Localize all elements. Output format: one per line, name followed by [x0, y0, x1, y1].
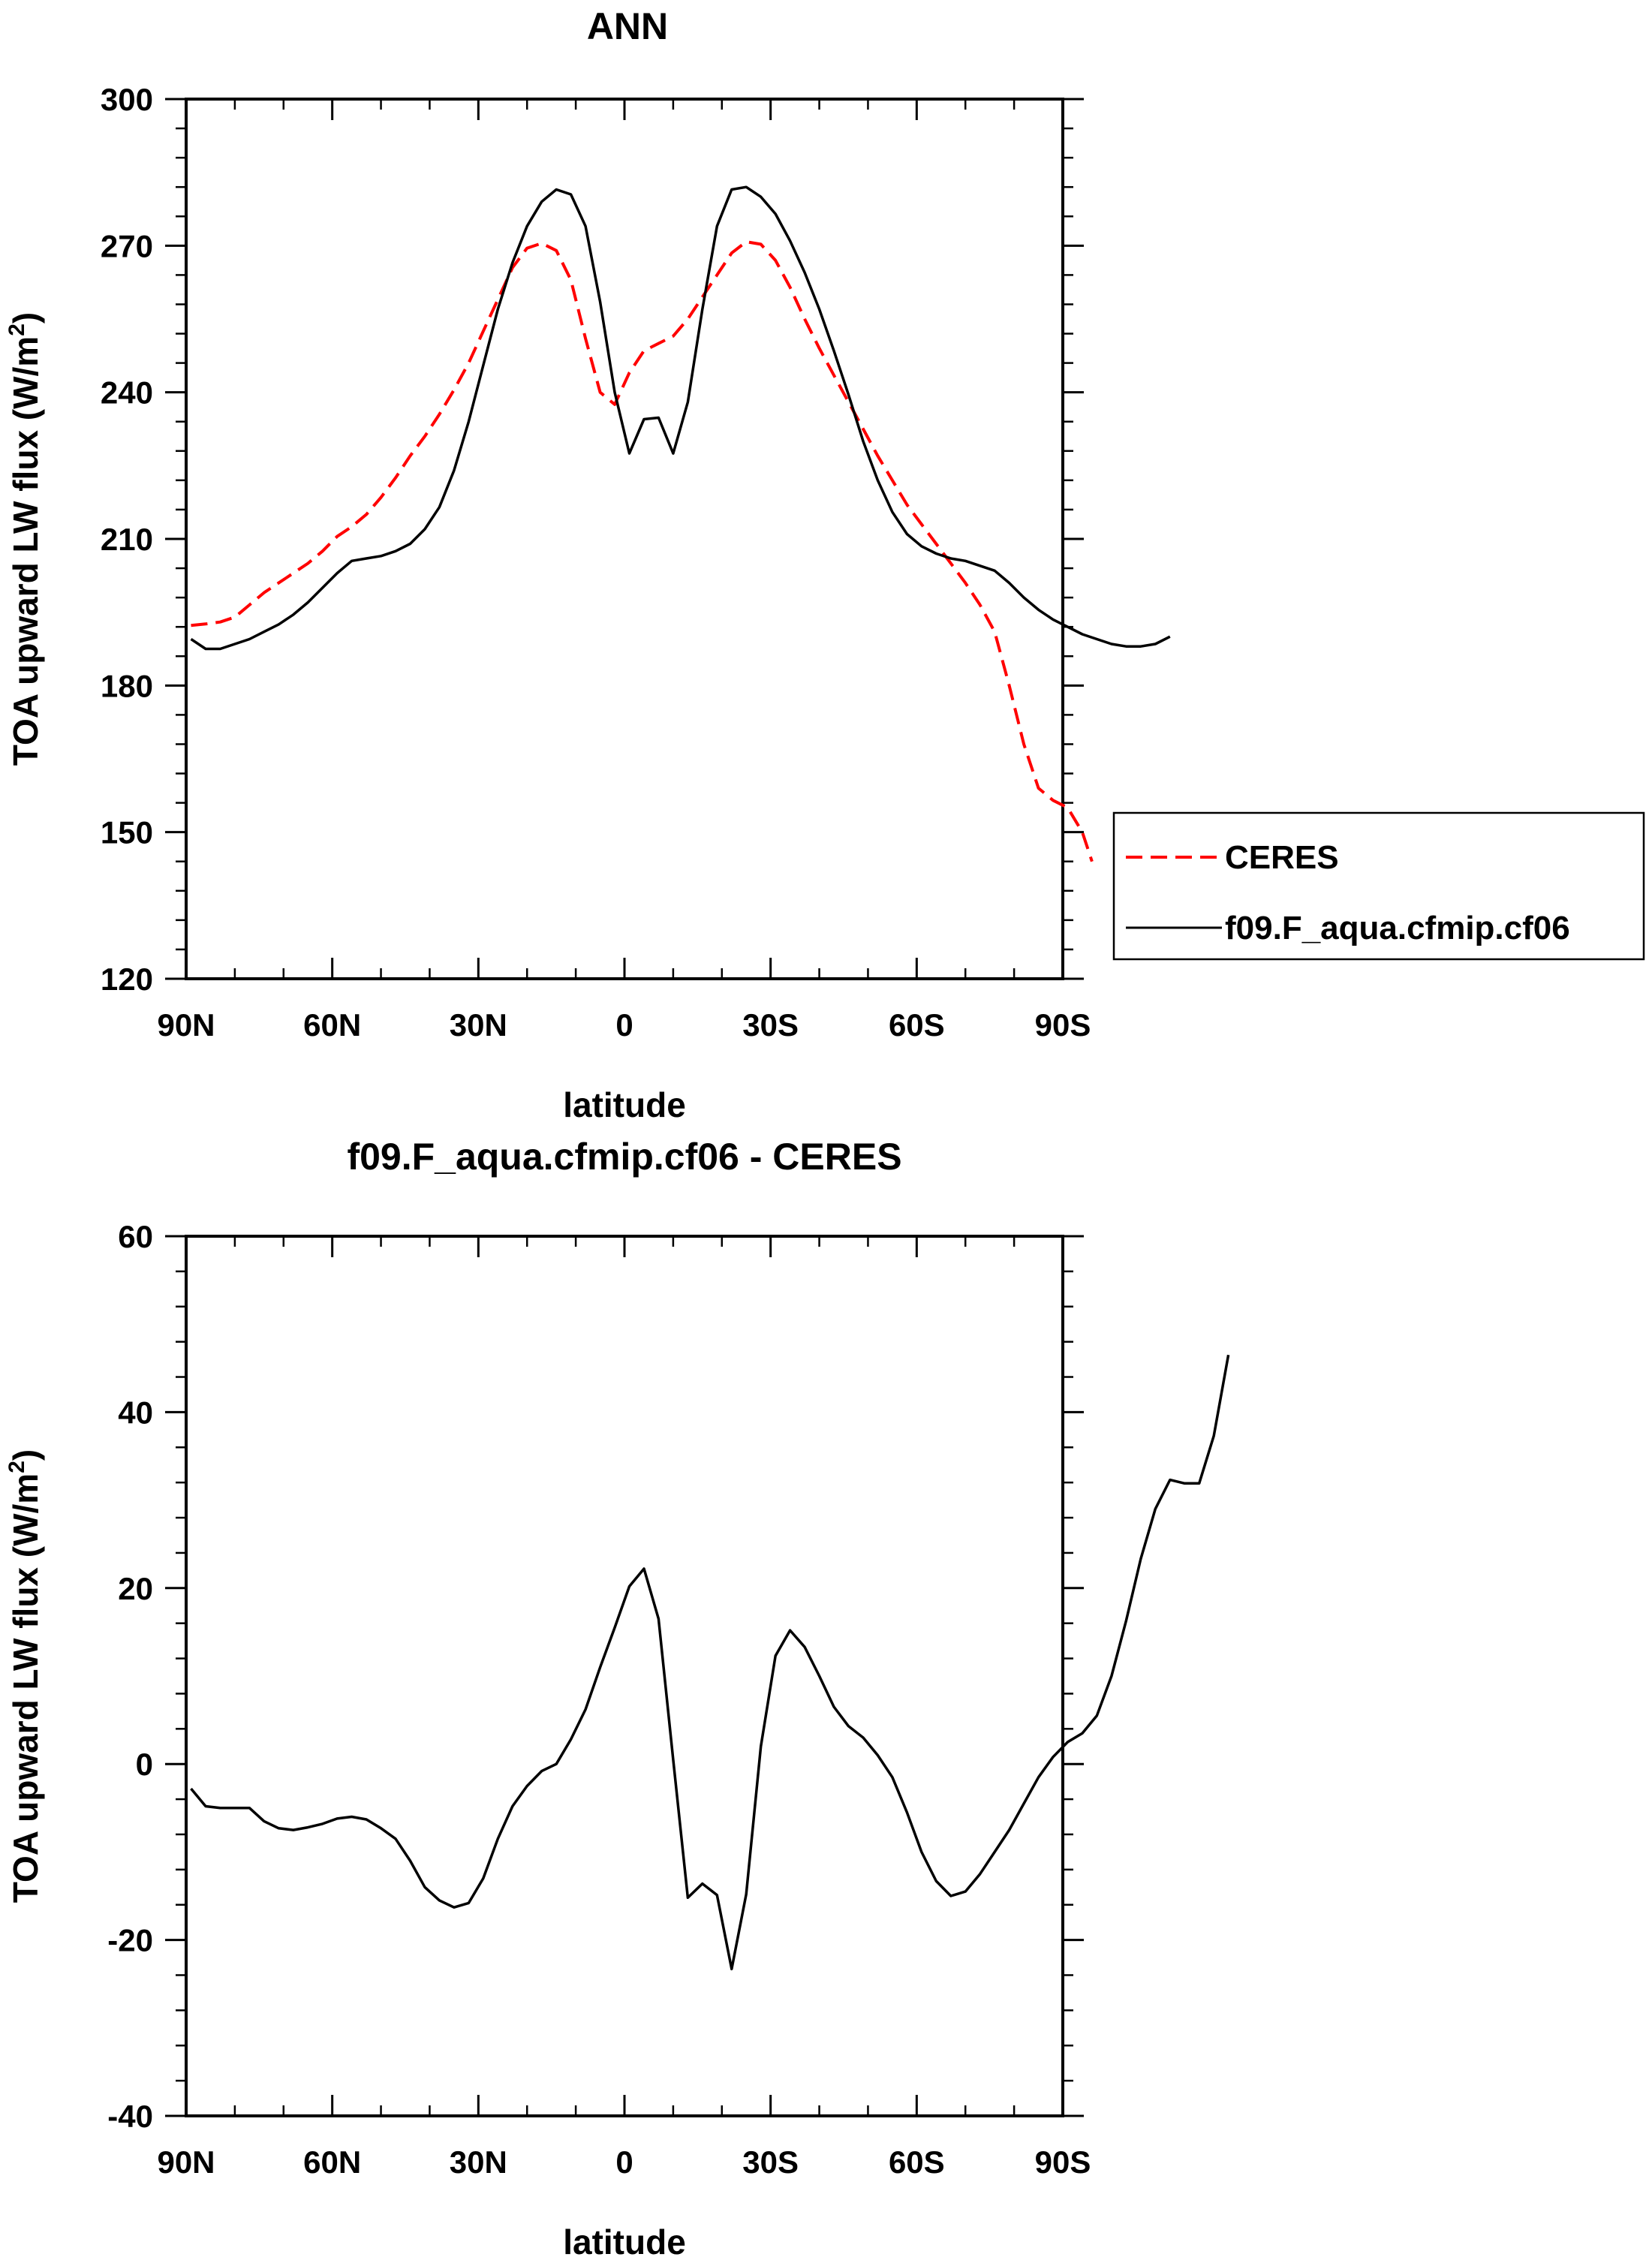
- x-tick-labels: 90N 60N 30N 0 30S 60S 90S: [157, 1007, 1091, 1043]
- chart-ann: ANN 120 150 180 210 240 270 300 90N 60N 30N 0 30S 6…: [5, 5, 1645, 1124]
- y-axis-label-main: TOA upward LW flux (W/m: [6, 1473, 45, 1903]
- y-tick-label: 40: [118, 1395, 153, 1430]
- x-tick-label: 30S: [742, 2144, 799, 2180]
- y-axis-label: TOA upward LW flux (W/m2): [5, 1449, 45, 1903]
- y-tick-label: 300: [101, 82, 153, 117]
- y-tick-label: 150: [101, 815, 153, 850]
- y-tick-label: 120: [101, 961, 153, 997]
- y-tick-label: 240: [101, 375, 153, 411]
- tick-marks: [165, 98, 1084, 980]
- x-tick-label: 60N: [303, 2144, 361, 2180]
- x-tick-label: 30N: [450, 2144, 507, 2180]
- x-tick-label: 30S: [742, 1007, 799, 1043]
- chart-difference: f09.F_aqua.cfmip.cf06 - CERES -40-200204…: [5, 1136, 1230, 2260]
- y-tick-label: 60: [118, 1219, 153, 1254]
- y-axis-label: TOA upward LW flux (W/m2): [5, 312, 45, 766]
- y-tick-label: 210: [101, 522, 153, 557]
- y-axis-label-sup: 2: [5, 1461, 29, 1473]
- series-line-f09-f-aqua-cfmip-cf06: [190, 185, 1171, 651]
- y-tick-labels: 120 150 180 210 240 270 300: [101, 82, 153, 997]
- chart-title: ANN: [587, 5, 668, 47]
- series-lines: [190, 185, 1171, 862]
- series-line-ceres: [191, 240, 1094, 862]
- y-axis-label-sup: 2: [5, 324, 29, 336]
- x-axis-label: latitude: [563, 1085, 686, 1124]
- chart-title: f09.F_aqua.cfmip.cf06 - CERES: [347, 1136, 901, 1178]
- x-tick-label: 90S: [1035, 1007, 1091, 1043]
- series-lines: [190, 1354, 1230, 1971]
- y-tick-label: -20: [107, 1923, 153, 1958]
- series-line-f09-f-aqua-cfmip-cf06-ceres: [190, 1354, 1230, 1971]
- x-tick-label: 60S: [889, 2144, 945, 2180]
- y-axis-label-close: ): [6, 312, 45, 324]
- x-tick-label: 90S: [1035, 2144, 1091, 2180]
- x-tick-label: 60N: [303, 1007, 361, 1043]
- tick-marks: [165, 1235, 1084, 2117]
- legend: CERES f09.F_aqua.cfmip.cf06: [1112, 811, 1645, 961]
- y-axis-label-close: ): [6, 1449, 45, 1461]
- y-tick-label: 270: [101, 228, 153, 263]
- x-tick-labels: 90N 60N 30N 0 30S 60S 90S: [157, 2144, 1091, 2180]
- legend-label-ceres: CERES: [1225, 839, 1339, 876]
- x-tick-label: 30N: [450, 1007, 507, 1043]
- y-tick-label: 20: [118, 1571, 153, 1606]
- plot-frame: [185, 1235, 1064, 2117]
- y-tick-label: 180: [101, 668, 153, 703]
- x-tick-label: 0: [615, 2144, 633, 2180]
- x-tick-label: 90N: [157, 2144, 215, 2180]
- legend-label-model: f09.F_aqua.cfmip.cf06: [1225, 910, 1570, 946]
- x-axis-label: latitude: [563, 2222, 686, 2260]
- x-tick-label: 60S: [889, 1007, 945, 1043]
- y-tick-label: -40: [107, 2099, 153, 2134]
- y-axis-label-main: TOA upward LW flux (W/m: [6, 336, 45, 766]
- y-tick-label: 0: [136, 1747, 153, 1782]
- y-tick-labels: -40 -20 0 20 40 60: [107, 1219, 153, 2134]
- x-tick-label: 90N: [157, 1007, 215, 1043]
- x-tick-label: 0: [615, 1007, 633, 1043]
- legend-box: [1112, 811, 1645, 961]
